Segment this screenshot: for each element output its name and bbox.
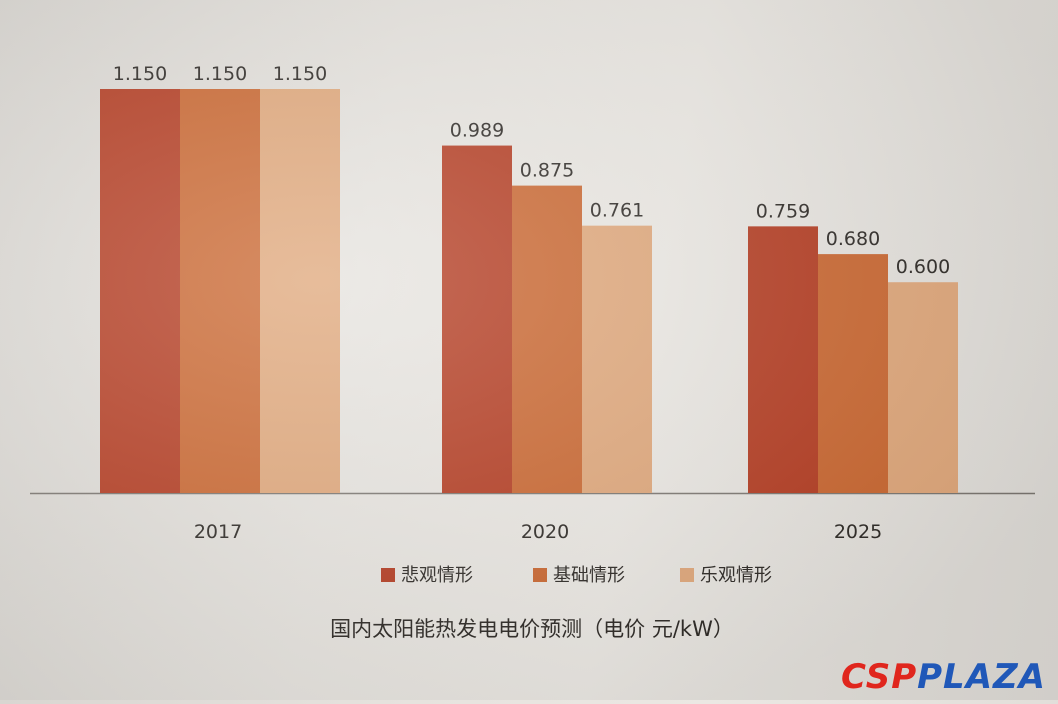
bar-2017-series-3 [260, 89, 340, 493]
legend-swatch-1 [381, 568, 395, 582]
bar-2025-series-3 [888, 282, 958, 493]
value-label-2017-series-2: 1.150 [193, 63, 247, 85]
bar-2020-series-2 [512, 185, 582, 493]
bar-2020-series-3 [582, 225, 652, 493]
value-label-2020-series-1: 0.989 [450, 120, 504, 142]
legend-label-3: 乐观情形 [700, 565, 772, 586]
bar-2020-series-1 [442, 145, 512, 493]
legend-swatch-2 [533, 568, 547, 582]
value-label-2020-series-3: 0.761 [590, 200, 644, 222]
csp-plaza-watermark: CSPPLAZA [841, 660, 1046, 694]
x-tick-label-2025: 2025 [834, 521, 882, 543]
value-label-2025-series-2: 0.680 [826, 228, 880, 250]
bar-2017-series-2 [180, 89, 260, 493]
chart-title: 国内太阳能热发电电价预测（电价 元/kW） [330, 617, 734, 641]
bar-2025-series-2 [818, 254, 888, 493]
value-label-2025-series-3: 0.600 [896, 256, 950, 278]
watermark-part1: CSP [840, 657, 918, 697]
watermark-part2: PLAZA [917, 657, 1046, 697]
value-label-2020-series-2: 0.875 [520, 160, 574, 182]
value-label-2025-series-1: 0.759 [756, 200, 810, 222]
legend-swatch-3 [680, 568, 694, 582]
x-tick-label-2020: 2020 [521, 521, 569, 543]
bar-2017-series-1 [100, 89, 180, 493]
legend-label-2: 基础情形 [553, 565, 625, 586]
bar-2025-series-1 [748, 226, 818, 494]
legend-label-1: 悲观情形 [401, 565, 473, 586]
value-label-2017-series-1: 1.150 [113, 63, 167, 85]
value-label-2017-series-3: 1.150 [273, 63, 327, 85]
x-tick-label-2017: 2017 [194, 521, 242, 543]
